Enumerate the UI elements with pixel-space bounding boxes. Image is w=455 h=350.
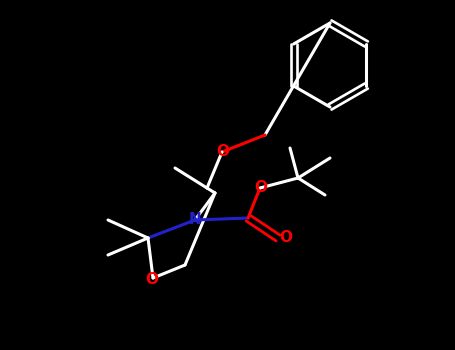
Text: O: O [146,272,158,287]
Text: O: O [279,231,293,245]
Text: O: O [254,181,268,196]
Text: N: N [189,212,202,228]
Text: O: O [217,145,229,160]
